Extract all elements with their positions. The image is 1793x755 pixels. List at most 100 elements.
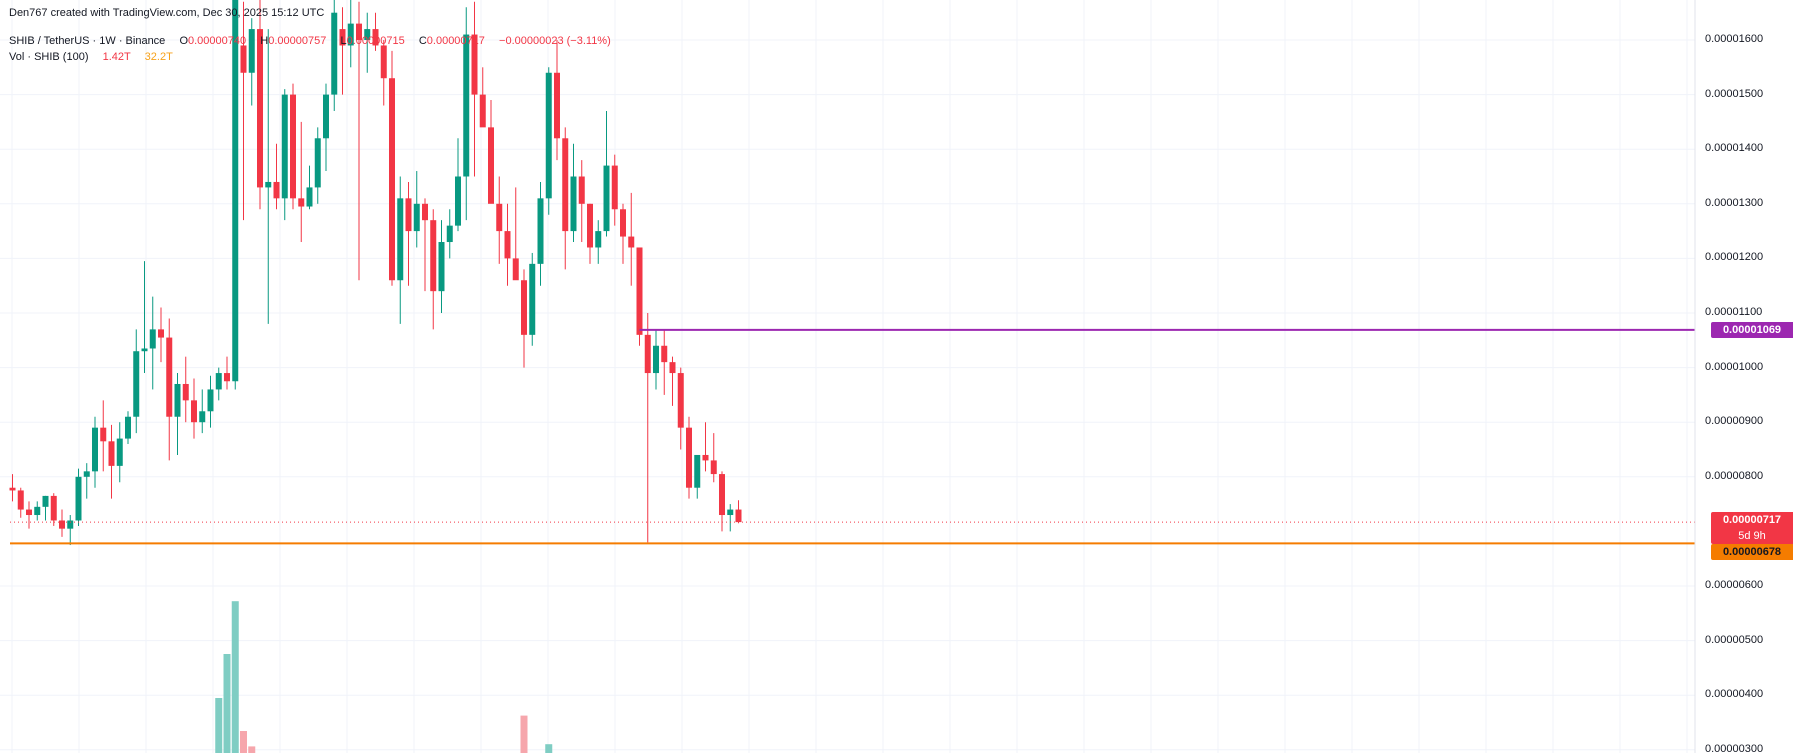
price-tick-label: 0.00000600	[1705, 579, 1764, 591]
candle-body	[191, 400, 197, 423]
candle-body	[504, 231, 511, 259]
candle-body	[125, 416, 131, 439]
candle-body	[158, 329, 164, 338]
candle-body	[9, 487, 16, 491]
candle-body	[603, 165, 610, 232]
candle-body	[26, 509, 32, 516]
change-value: −0.00000023 (−3.11%)	[499, 35, 611, 47]
current-price-label: 0.00000717	[1711, 512, 1793, 528]
price-tick-label: 0.00000800	[1705, 469, 1764, 482]
low-value: 0.00000715	[346, 35, 405, 47]
candle-body	[636, 247, 643, 335]
candle-body	[686, 427, 692, 488]
candle-body	[323, 94, 329, 139]
volume-bar	[215, 698, 223, 753]
candle-body	[34, 506, 41, 516]
low-label: L	[340, 35, 347, 47]
candle-body	[479, 94, 486, 128]
close-label: C	[418, 35, 427, 47]
candle-body	[166, 337, 173, 417]
candle-body	[488, 127, 494, 204]
candle-body	[100, 427, 107, 442]
candle-body	[677, 373, 684, 428]
candle-body	[224, 373, 230, 382]
candle-body	[265, 181, 272, 188]
candle-body	[587, 203, 593, 248]
candle-body	[496, 203, 503, 232]
price-tick-label: 0.00001400	[1705, 142, 1764, 155]
candle-body	[339, 29, 346, 46]
volume-bar	[240, 731, 247, 753]
candle-body	[232, 0, 239, 382]
candle-body	[521, 280, 527, 335]
candle-body	[512, 258, 519, 281]
candle-body	[694, 454, 701, 488]
candle-body	[116, 438, 123, 466]
candle-body	[389, 78, 395, 281]
candle-body	[628, 236, 635, 248]
candle-body	[727, 509, 734, 516]
candle-body	[702, 454, 709, 461]
price-tick-label: 0.00000300	[1705, 742, 1764, 755]
candle-body	[545, 72, 552, 199]
candle-body	[710, 460, 717, 475]
price-tick-label: 0.00001600	[1705, 33, 1764, 45]
price-tick-label: 0.00000500	[1705, 633, 1764, 646]
candle-body	[578, 176, 585, 204]
volume-value: 1.42T	[102, 51, 131, 63]
candle-body	[446, 225, 453, 243]
candle-body	[661, 345, 668, 363]
candle-body	[471, 34, 478, 95]
candle-body	[207, 389, 214, 412]
volume-bar	[545, 744, 553, 753]
volume-bar	[520, 715, 528, 753]
candle-body	[438, 242, 445, 292]
candle-body	[92, 427, 98, 472]
high-value: 0.00000757	[268, 35, 327, 47]
candle-body	[290, 94, 296, 199]
candle-body	[199, 411, 206, 423]
ohlc-legend: SHIB / TetherUS · 1W · Binance O0.000007…	[9, 35, 611, 47]
candle-body	[182, 383, 189, 401]
candle-body	[570, 176, 577, 232]
candle-body	[644, 334, 651, 374]
candle-body	[595, 231, 602, 248]
volume-label[interactable]: Vol · SHIB (100)	[9, 51, 89, 63]
price-tick-label: 0.00001500	[1705, 87, 1764, 100]
price-tick-label: 0.00000400	[1705, 688, 1764, 701]
candle-body	[273, 181, 280, 199]
volume-bar	[231, 601, 239, 753]
candle-body	[620, 209, 626, 237]
candle-body	[174, 383, 181, 417]
symbol-label[interactable]: SHIB / TetherUS · 1W · Binance	[9, 35, 166, 47]
candle-body	[108, 441, 115, 466]
candle-body	[669, 362, 676, 374]
price-tick-label: 0.00001200	[1705, 251, 1764, 264]
candle-body	[83, 471, 90, 477]
candle-body	[314, 138, 321, 188]
candle-body	[67, 520, 74, 529]
candle-body	[430, 220, 437, 292]
candle-body	[298, 198, 305, 207]
bar-countdown-label: 5d 9h	[1711, 528, 1793, 544]
candle-body	[133, 351, 140, 417]
candle-body	[17, 490, 24, 510]
price-tick-label: 0.00001000	[1705, 360, 1764, 373]
support-price-label: 0.00000678	[1711, 544, 1793, 560]
high-label: H	[260, 35, 269, 47]
candle-body	[735, 509, 742, 523]
candle-body	[42, 495, 49, 507]
open-value: 0.00000740	[188, 35, 247, 47]
candle-body	[257, 29, 263, 188]
author-text: Den767 created with TradingView.com, Dec…	[9, 7, 325, 19]
candle-body	[529, 263, 536, 335]
candle-body	[405, 198, 412, 232]
candle-body	[554, 72, 560, 139]
candle-body	[215, 373, 222, 390]
price-tick-label: 0.00001300	[1705, 196, 1764, 209]
candle-body	[50, 495, 57, 521]
close-value: 0.00000717	[426, 35, 485, 47]
volume-bar	[248, 746, 256, 753]
